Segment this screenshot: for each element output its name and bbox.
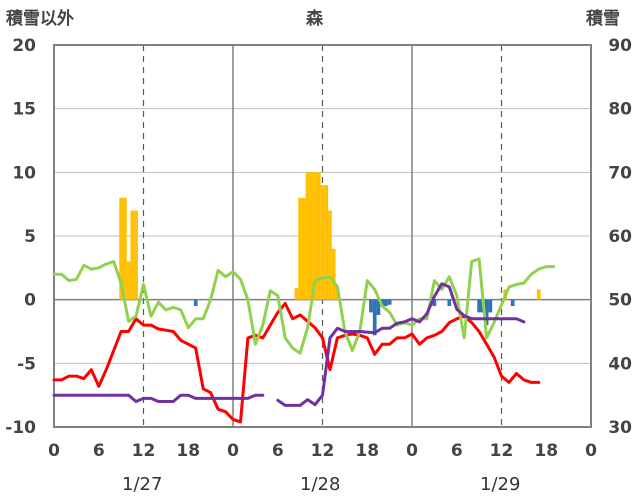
precip-bar-negative xyxy=(384,299,388,307)
precip-bar-negative xyxy=(376,299,381,315)
day-label-2: 1/28 xyxy=(300,474,341,495)
right-tick-label: 40 xyxy=(608,354,632,374)
right-tick-label: 30 xyxy=(608,418,632,438)
x-tick-label: 6 xyxy=(451,441,463,461)
precip-bar xyxy=(122,197,127,300)
left-tick-label: 20 xyxy=(12,36,36,56)
precip-bar xyxy=(294,288,299,300)
right-tick-label: 50 xyxy=(608,291,632,311)
left-tick-label: -5 xyxy=(17,354,36,374)
x-tick-label: 0 xyxy=(48,441,60,461)
x-tick-label: 6 xyxy=(93,441,105,461)
day-label-3: 1/29 xyxy=(480,474,521,495)
precip-bar xyxy=(301,197,306,300)
x-tick-label: 0 xyxy=(227,441,239,461)
x-tick-label: 12 xyxy=(311,441,335,461)
precip-bar xyxy=(134,210,138,300)
precip-bar xyxy=(536,289,541,300)
precip-bars xyxy=(119,172,541,336)
plot-frame xyxy=(53,44,592,428)
right-tick-label: 60 xyxy=(608,227,632,247)
x-tick-label: 18 xyxy=(355,441,379,461)
x-tick-label: 6 xyxy=(272,441,284,461)
precip-bar xyxy=(130,210,135,300)
precip-bar xyxy=(298,197,302,300)
x-tick-label: 18 xyxy=(534,441,558,461)
grid xyxy=(53,44,592,428)
precip-bar-negative xyxy=(477,299,481,313)
precip-bar xyxy=(320,185,325,300)
series-line-2 xyxy=(52,257,556,355)
precip-bar-negative xyxy=(193,299,198,307)
precip-bar xyxy=(328,210,332,300)
right-tick-label: 80 xyxy=(608,100,632,120)
precip-bar xyxy=(331,248,336,300)
precip-bar xyxy=(313,172,317,300)
right-tick-label: 70 xyxy=(608,163,632,183)
precip-bar xyxy=(305,172,310,300)
precip-bar-negative xyxy=(372,299,377,336)
left-tick-label: -10 xyxy=(5,418,36,438)
left-tick-label: 15 xyxy=(12,100,36,120)
x-tick-label: 12 xyxy=(132,441,156,461)
left-tick-label: 0 xyxy=(24,291,36,311)
x-tick-label: 0 xyxy=(406,441,418,461)
precip-bar-negative xyxy=(387,299,392,305)
left-tick-label: 5 xyxy=(24,227,36,247)
precip-bar-negative xyxy=(447,299,452,307)
precip-bar-negative xyxy=(369,299,373,313)
chart-title: 森 xyxy=(306,9,323,29)
precip-bar xyxy=(324,185,329,300)
x-tick-label: 0 xyxy=(585,441,597,461)
left-tick-label: 10 xyxy=(12,163,36,183)
right-axis-label: 積雪 xyxy=(586,9,620,29)
left-axis-label: 積雪以外 xyxy=(6,9,74,29)
x-tick-label: 12 xyxy=(490,441,514,461)
precip-bar xyxy=(126,261,131,300)
series-line-1 xyxy=(52,302,541,424)
precip-bar-negative xyxy=(484,299,489,326)
right-tick-label: 90 xyxy=(608,36,632,56)
day-label-1: 1/27 xyxy=(122,474,163,495)
precip-bar-negative xyxy=(510,299,515,307)
x-tick-label: 18 xyxy=(176,441,200,461)
series-line-3 xyxy=(52,393,265,403)
precip-bar xyxy=(309,172,314,300)
precip-bar xyxy=(316,172,321,300)
series-line-3 xyxy=(276,282,526,407)
precip-bar-negative xyxy=(488,299,493,313)
precip-bar xyxy=(119,197,123,300)
precip-bar-negative xyxy=(432,299,437,307)
series-lines xyxy=(52,257,556,424)
